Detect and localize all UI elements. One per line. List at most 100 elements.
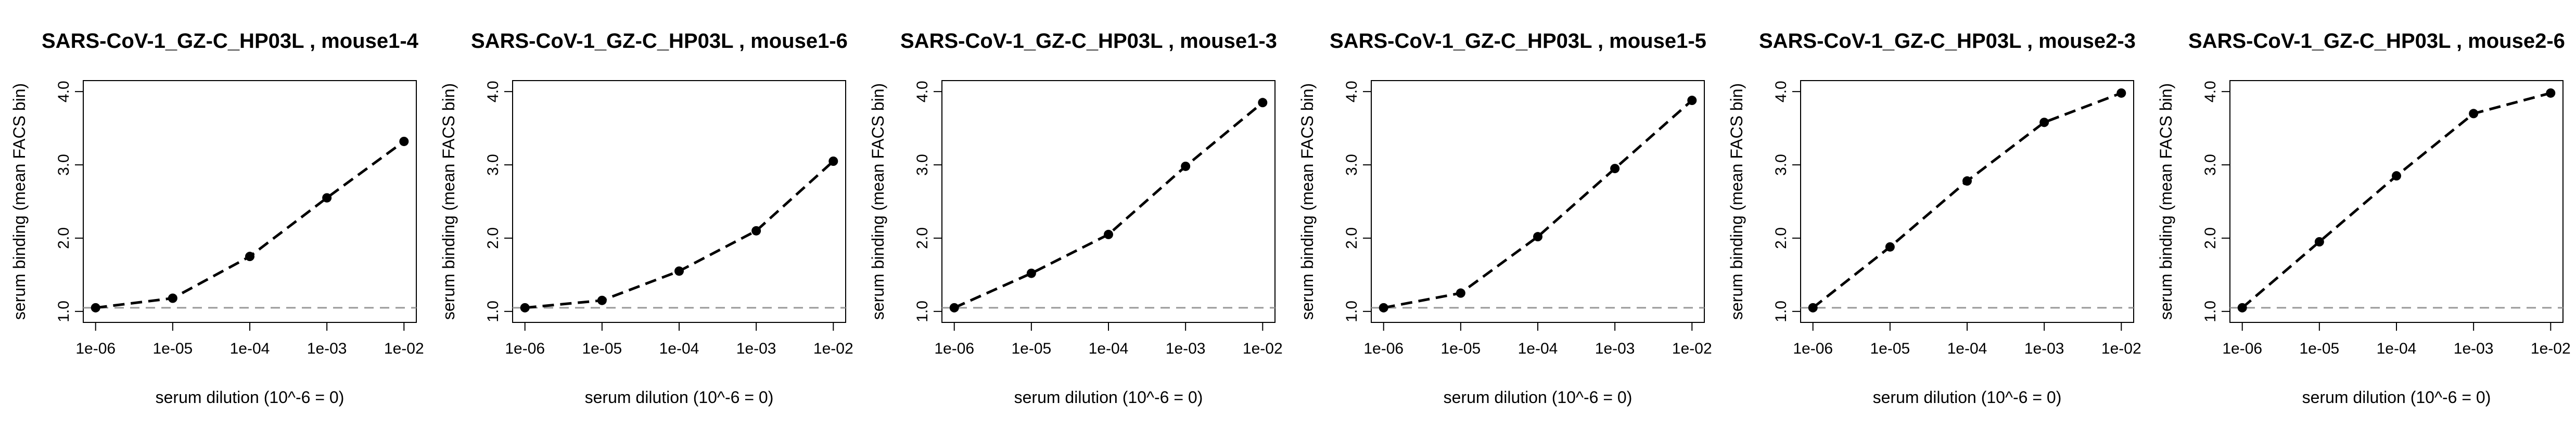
x-tick-label: 1e-06 [2222, 340, 2262, 357]
x-tick-label: 1e-03 [2024, 340, 2064, 357]
x-tick-label: 1e-04 [659, 340, 699, 357]
x-tick-label: 1e-03 [1595, 340, 1635, 357]
x-axis-label: serum dilution (10^-6 = 0) [156, 388, 345, 407]
y-tick-label: 1.0 [55, 301, 72, 322]
data-point [520, 303, 530, 313]
series-line [953, 101, 1264, 309]
y-tick-label: 1.0 [484, 301, 502, 322]
x-tick-label: 1e-06 [1793, 340, 1833, 357]
plot-frame [2229, 80, 2564, 323]
x-tick-label: 1e-04 [1947, 340, 1987, 357]
y-tick-label: 3.0 [1343, 154, 1360, 176]
data-point [1258, 98, 1268, 108]
x-tick-label: 1e-05 [1870, 340, 1910, 357]
y-axis-label: serum binding (mean FACS bin) [1298, 83, 1317, 320]
x-axis-label: serum dilution (10^-6 = 0) [585, 388, 774, 407]
data-point [2546, 88, 2556, 98]
series-line [2241, 92, 2551, 309]
x-tick-label: 1e-04 [1089, 340, 1129, 357]
data-point [1962, 176, 1972, 186]
y-tick-label: 4.0 [1343, 81, 1360, 102]
plot-frame [512, 80, 846, 323]
x-tick-label: 1e-03 [307, 340, 347, 357]
x-tick-label: 1e-02 [813, 340, 853, 357]
data-point [2392, 171, 2401, 181]
y-tick-label: 3.0 [484, 154, 502, 176]
x-tick-label: 1e-04 [1518, 340, 1558, 357]
x-tick-label: 1e-04 [230, 340, 270, 357]
x-tick-label: 1e-03 [2454, 340, 2494, 357]
panel-title: SARS-CoV-1_GZ-C_HP03L , mouse1-4 [42, 30, 419, 53]
x-axis-label: serum dilution (10^-6 = 0) [1014, 388, 1203, 407]
y-tick-label: 1.0 [1772, 301, 1790, 322]
x-tick-label: 1e-02 [384, 340, 424, 357]
panel-title: SARS-CoV-1_GZ-C_HP03L , mouse1-3 [900, 30, 1277, 53]
data-point [2116, 88, 2126, 98]
data-point [245, 252, 254, 262]
y-tick-label: 3.0 [55, 154, 72, 176]
data-point [828, 157, 838, 166]
plot-frame [1800, 80, 2134, 323]
data-point [1885, 242, 1895, 252]
x-tick-label: 1e-04 [2377, 340, 2417, 357]
x-tick-label: 1e-03 [736, 340, 776, 357]
series-line [1383, 99, 1693, 309]
x-axis-label: serum dilution (10^-6 = 0) [2302, 388, 2491, 407]
x-tick-label: 1e-06 [934, 340, 974, 357]
panel-title: SARS-CoV-1_GZ-C_HP03L , mouse2-3 [1759, 30, 2136, 53]
y-axis-label: serum binding (mean FACS bin) [439, 83, 458, 320]
panel-title: SARS-CoV-1_GZ-C_HP03L , mouse1-6 [471, 30, 848, 53]
x-tick-label: 1e-02 [2531, 340, 2571, 357]
data-point [1687, 96, 1697, 106]
data-point [168, 293, 177, 303]
data-point [1026, 268, 1036, 278]
data-point [2039, 118, 2049, 127]
y-tick-label: 2.0 [914, 227, 931, 249]
y-tick-label: 2.0 [1343, 227, 1360, 249]
y-tick-label: 4.0 [1772, 81, 1790, 102]
x-tick-label: 1e-06 [75, 340, 116, 357]
x-tick-label: 1e-06 [505, 340, 545, 357]
x-axis-label: serum dilution (10^-6 = 0) [1444, 388, 1633, 407]
data-point [322, 193, 332, 203]
x-tick-label: 1e-05 [152, 340, 193, 357]
data-point [1181, 161, 1191, 171]
y-tick-label: 2.0 [1772, 227, 1790, 249]
x-tick-label: 1e-05 [582, 340, 622, 357]
panel-title: SARS-CoV-1_GZ-C_HP03L , mouse2-6 [2188, 30, 2565, 53]
y-tick-label: 3.0 [1772, 154, 1790, 176]
series-line [95, 140, 405, 309]
y-tick-label: 3.0 [2202, 154, 2219, 176]
data-point [1808, 303, 1818, 313]
y-tick-label: 2.0 [2202, 227, 2219, 249]
x-tick-label: 1e-05 [2299, 340, 2339, 357]
y-axis-label: serum binding (mean FACS bin) [10, 83, 29, 320]
y-tick-label: 3.0 [914, 154, 931, 176]
plot-frame [1371, 80, 1705, 323]
series-line [1812, 92, 2122, 309]
y-tick-label: 1.0 [2202, 301, 2219, 322]
data-point [2237, 303, 2247, 313]
data-point [1456, 288, 1465, 298]
series-line [525, 160, 834, 309]
data-point [751, 226, 761, 236]
y-tick-label: 4.0 [55, 81, 72, 102]
data-point [1104, 229, 1113, 239]
data-point [91, 303, 100, 313]
data-point [1610, 164, 1620, 174]
x-axis-label: serum dilution (10^-6 = 0) [1873, 388, 2062, 407]
x-tick-label: 1e-05 [1440, 340, 1481, 357]
y-tick-label: 1.0 [1343, 301, 1360, 322]
y-tick-label: 4.0 [484, 81, 502, 102]
plot-frame [941, 80, 1276, 323]
x-tick-label: 1e-02 [1243, 340, 1283, 357]
plot-frame [83, 80, 417, 323]
x-tick-label: 1e-03 [1166, 340, 1206, 357]
data-point [2314, 237, 2324, 246]
data-point [2469, 109, 2479, 119]
x-tick-label: 1e-02 [1672, 340, 1712, 357]
data-point [597, 295, 607, 305]
x-tick-label: 1e-05 [1011, 340, 1051, 357]
y-tick-label: 4.0 [914, 81, 931, 102]
